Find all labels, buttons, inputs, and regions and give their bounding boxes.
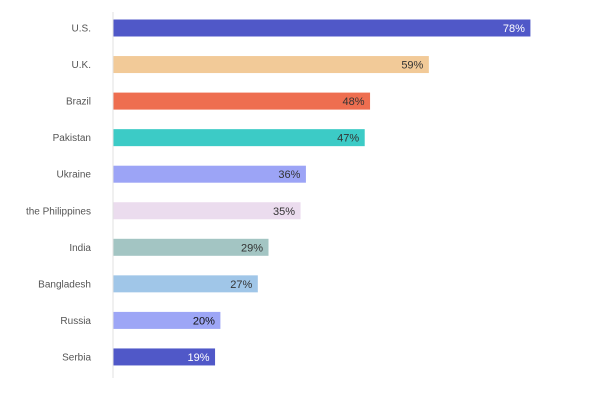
value-label: 48% — [343, 96, 365, 108]
bar — [113, 238, 269, 256]
category-label: Russia — [60, 316, 91, 327]
bar-group: Pakistan 47% — [53, 129, 365, 147]
value-label: 78% — [503, 23, 525, 35]
bar-group: Ukraine 36% — [57, 165, 306, 183]
value-label: 27% — [230, 279, 252, 291]
bar-group: U.K. 59% — [72, 56, 429, 74]
bar — [113, 311, 221, 329]
category-label: Bangladesh — [38, 279, 91, 290]
value-label: 20% — [193, 315, 215, 327]
bar — [113, 165, 306, 183]
value-label: 29% — [241, 242, 263, 254]
bar-group: Bangladesh 27% — [38, 275, 258, 293]
category-label: the Philippines — [26, 206, 91, 217]
bar — [113, 56, 429, 74]
category-label: Ukraine — [57, 170, 92, 181]
bar-group: the Philippines 35% — [26, 202, 301, 220]
value-label: 59% — [401, 60, 423, 72]
category-label: Pakistan — [53, 133, 91, 144]
bar-group: Russia 20% — [60, 311, 221, 329]
category-label: U.K. — [72, 60, 91, 71]
bar — [113, 202, 301, 220]
value-label: 19% — [188, 352, 210, 364]
bar — [113, 348, 216, 366]
category-label: India — [69, 243, 91, 254]
category-label: U.S. — [72, 24, 91, 35]
value-label: 36% — [278, 169, 300, 181]
bar — [113, 92, 371, 110]
value-label: 47% — [337, 133, 359, 145]
bar-group: U.S. 78% — [72, 19, 531, 37]
bar-group: India 29% — [69, 238, 269, 256]
bar — [113, 275, 258, 293]
bar-group: Serbia 19% — [62, 348, 216, 366]
value-label: 35% — [273, 206, 295, 218]
category-label: Serbia — [62, 352, 91, 363]
bar-group: Brazil 48% — [66, 92, 371, 110]
bar — [113, 19, 531, 37]
bar — [113, 129, 365, 147]
category-label: Brazil — [66, 97, 91, 108]
